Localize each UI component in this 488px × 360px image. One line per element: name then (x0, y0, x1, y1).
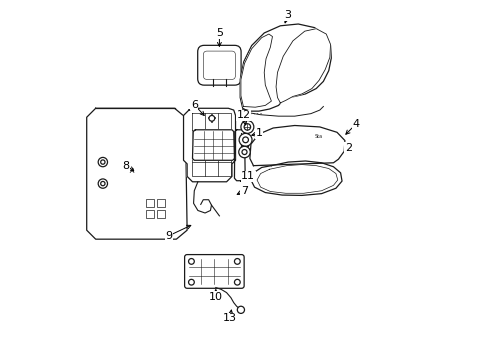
FancyBboxPatch shape (197, 45, 241, 85)
Text: 10: 10 (208, 292, 223, 302)
Polygon shape (250, 161, 341, 195)
Text: 6: 6 (190, 100, 197, 110)
Text: 12: 12 (236, 111, 250, 121)
Circle shape (234, 258, 240, 264)
Bar (156, 210, 164, 218)
Polygon shape (241, 34, 272, 107)
Text: 7: 7 (241, 186, 247, 196)
Bar (145, 210, 153, 218)
Text: 1: 1 (255, 129, 262, 138)
Text: Sta: Sta (314, 134, 322, 139)
Circle shape (98, 157, 107, 167)
Circle shape (242, 137, 248, 143)
Circle shape (239, 134, 251, 146)
Circle shape (244, 124, 250, 130)
Polygon shape (234, 130, 244, 181)
Text: A: A (129, 168, 134, 174)
Text: 5: 5 (216, 28, 223, 38)
Text: 3: 3 (284, 10, 290, 20)
Polygon shape (249, 126, 344, 166)
Polygon shape (86, 108, 187, 239)
Bar (156, 199, 164, 207)
Text: 8: 8 (122, 161, 129, 171)
Text: 9: 9 (165, 231, 172, 240)
Text: 11: 11 (241, 171, 255, 181)
Circle shape (237, 306, 244, 314)
Circle shape (101, 181, 105, 186)
FancyBboxPatch shape (203, 51, 235, 80)
Polygon shape (183, 108, 235, 182)
Circle shape (238, 146, 250, 158)
Polygon shape (192, 130, 234, 160)
Circle shape (241, 121, 253, 134)
Circle shape (101, 160, 105, 164)
FancyBboxPatch shape (184, 255, 244, 288)
Polygon shape (240, 24, 330, 111)
Circle shape (208, 116, 214, 121)
Bar (145, 199, 153, 207)
Text: 4: 4 (351, 120, 359, 129)
Polygon shape (276, 29, 330, 103)
Circle shape (234, 279, 240, 285)
Text: 13: 13 (223, 313, 237, 323)
Circle shape (188, 279, 194, 285)
Circle shape (98, 179, 107, 188)
Text: 2: 2 (344, 143, 351, 153)
Circle shape (188, 258, 194, 264)
Circle shape (242, 149, 246, 154)
